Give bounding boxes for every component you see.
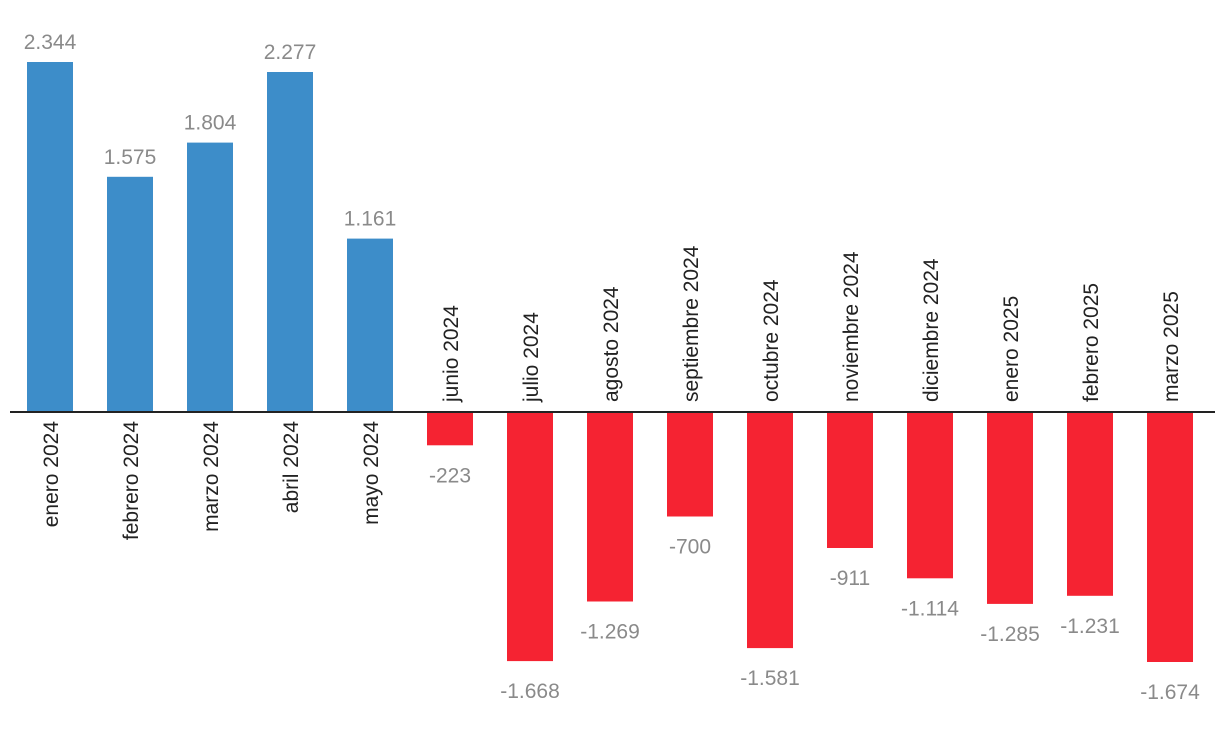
category-label: octubre 2024 <box>760 279 783 402</box>
value-label: -1.231 <box>1060 615 1120 638</box>
category-label: marzo 2024 <box>200 421 223 532</box>
category-label: marzo 2025 <box>1160 291 1183 402</box>
category-label: septiembre 2024 <box>680 245 703 402</box>
category-label: enero 2025 <box>1000 296 1023 402</box>
value-labels-group: 2.344 1.575 1.804 2.277 1.161 -223 -1.668 -1.26… <box>24 31 1200 704</box>
category-label: abril 2024 <box>280 421 303 514</box>
category-label: mayo 2024 <box>360 421 383 525</box>
bar-febrero-2025 <box>1067 412 1113 596</box>
bar-enero-2024 <box>27 62 73 412</box>
bar-enero-2025 <box>987 412 1033 604</box>
bar-diciembre-2024 <box>907 412 953 579</box>
bar-septiembre-2024 <box>667 412 713 517</box>
value-label: 1.161 <box>344 208 397 231</box>
bar-junio-2024 <box>427 412 473 446</box>
value-label: -1.114 <box>901 597 959 620</box>
bar-marzo-2024 <box>187 142 233 412</box>
category-label: febrero 2024 <box>120 421 143 540</box>
value-label: 1.804 <box>184 112 237 135</box>
bar-mayo-2024 <box>347 238 393 412</box>
category-label: julio 2024 <box>520 312 543 403</box>
bar-febrero-2024 <box>107 176 153 412</box>
category-label: noviembre 2024 <box>840 251 863 402</box>
bar-agosto-2024 <box>587 412 633 602</box>
value-label: -223 <box>429 464 471 487</box>
category-label: enero 2024 <box>40 421 63 528</box>
category-label: junio 2024 <box>440 305 463 403</box>
category-label: febrero 2025 <box>1080 283 1103 402</box>
bar-noviembre-2024 <box>827 412 873 548</box>
value-label: 1.575 <box>104 146 157 169</box>
category-label: diciembre 2024 <box>920 258 943 402</box>
category-labels-group: enero 2024 febrero 2024 marzo 2024 abril 20… <box>40 245 1183 540</box>
category-label: agosto 2024 <box>600 286 623 402</box>
value-label: 2.344 <box>24 31 77 54</box>
value-label: 2.277 <box>264 41 317 64</box>
bar-octubre-2024 <box>747 412 793 649</box>
bar-marzo-2025 <box>1147 412 1193 662</box>
bar-julio-2024 <box>507 412 553 662</box>
value-label: -1.581 <box>740 667 800 690</box>
bars-group <box>27 62 1193 662</box>
value-label: -700 <box>669 536 711 559</box>
value-label: -1.668 <box>500 680 560 703</box>
value-label: -1.269 <box>580 621 640 644</box>
bar-abril-2024 <box>267 72 313 412</box>
value-label: -1.674 <box>1140 681 1200 704</box>
value-label: -1.285 <box>980 623 1040 646</box>
value-label: -911 <box>830 567 870 590</box>
